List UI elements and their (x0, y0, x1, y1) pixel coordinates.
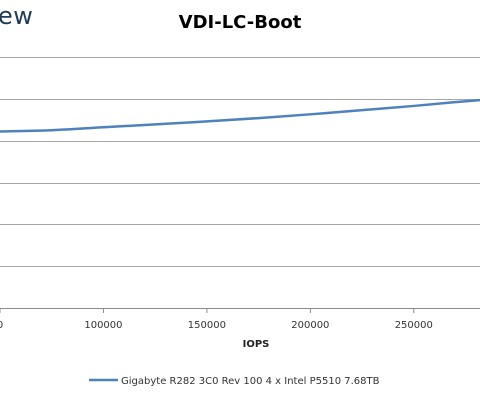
series-lines (0, 98, 480, 133)
x-tick-label: 150000 (188, 320, 226, 331)
x-tick-label: 0 (0, 320, 3, 331)
legend-label: Gigabyte R282 3C0 Rev 100 4 x Intel P551… (121, 376, 380, 387)
x-tick-labels: 0 100000 150000 200000 250000 (0, 308, 433, 331)
x-tick-label: 250000 (395, 320, 433, 331)
series-line (0, 98, 480, 133)
x-tick-label: 100000 (84, 320, 122, 331)
x-axis-title: IOPS (243, 339, 270, 350)
gridlines (0, 57, 480, 267)
legend: Gigabyte R282 3C0 Rev 100 4 x Intel P551… (89, 376, 380, 387)
x-tick-label: 200000 (291, 320, 329, 331)
logo-text: ew (0, 2, 34, 30)
chart-title: VDI-LC-Boot (178, 12, 302, 33)
